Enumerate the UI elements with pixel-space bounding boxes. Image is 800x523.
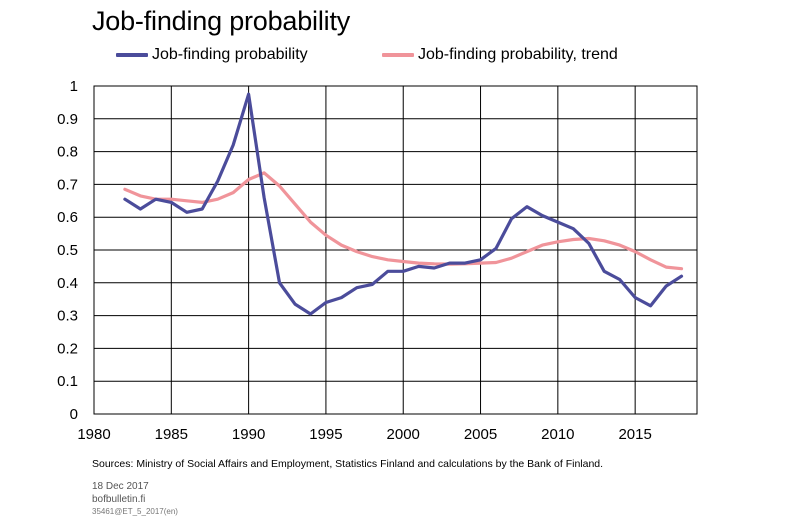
chart-title: Job-finding probability (92, 6, 351, 36)
legend-swatch-trend (382, 53, 414, 57)
y-tick-label: 0.1 (57, 373, 78, 390)
y-tick-label: 0.5 (57, 242, 78, 259)
y-tick-label: 0.9 (57, 111, 78, 128)
series-line-job-finding (123, 92, 684, 316)
y-tick-label: 0.8 (57, 144, 78, 161)
x-tick-label: 2010 (541, 426, 574, 443)
plot-frame (93, 85, 698, 415)
y-tick-label: 1 (70, 78, 78, 95)
y-tick-label: 0 (70, 406, 78, 423)
sources-note: Sources: Ministry of Social Affairs and … (92, 458, 604, 470)
legend-label-job-finding: Job-finding probability (152, 46, 308, 63)
x-tick-label: 1990 (232, 426, 265, 443)
x-tick-label: 2005 (464, 426, 497, 443)
y-tick-label: 0.6 (57, 209, 78, 226)
legend-label-trend: Job-finding probability, trend (418, 46, 618, 63)
y-tick-label: 0.3 (57, 308, 78, 325)
y-tick-label: 0.7 (57, 176, 78, 193)
legend-item-job-finding: Job-finding probability (116, 46, 308, 64)
x-tick-label: 1980 (77, 426, 110, 443)
line-chart: 0 0.1 0.2 0.3 0.4 0.5 0.6 0.7 0.8 0.9 1 1980 1985 199… (57, 78, 698, 443)
footer-code: 35461@ET_5_2017(en) (92, 507, 178, 516)
footer-site: bofbulletin.fi (92, 494, 146, 505)
x-tick-label: 2015 (618, 426, 651, 443)
x-tick-label: 2000 (387, 426, 420, 443)
x-tick-label: 1985 (155, 426, 188, 443)
legend-item-trend: Job-finding probability, trend (382, 46, 618, 64)
y-tick-label: 0.4 (57, 275, 78, 292)
series-line-trend (123, 171, 684, 271)
chart-legend: Job-finding probability Job-finding prob… (0, 46, 800, 68)
y-tick-label: 0.2 (57, 340, 78, 357)
footer-date: 18 Dec 2017 (92, 481, 149, 492)
legend-swatch-job-finding (116, 53, 148, 57)
x-tick-label: 1995 (309, 426, 342, 443)
